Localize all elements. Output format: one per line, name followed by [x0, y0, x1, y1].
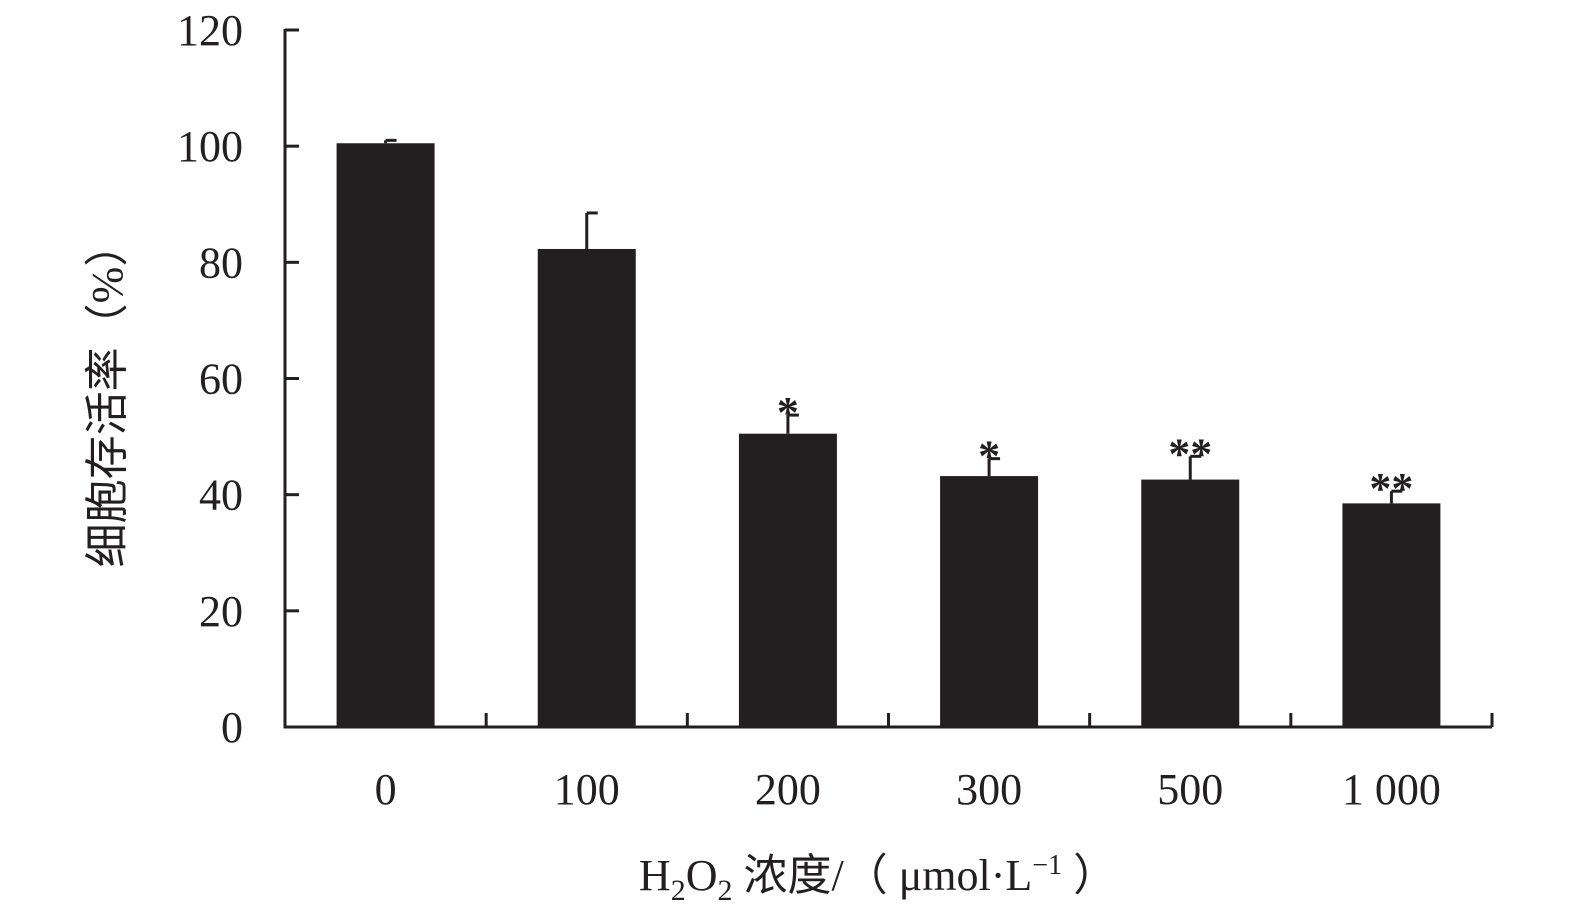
bar-1 — [537, 248, 636, 727]
y-axis-title-group: 细胞存活率（%） — [83, 223, 132, 568]
y-tick-label-4: 80 — [199, 238, 243, 287]
significance-mark-5: ** — [1369, 464, 1413, 513]
x-tick-label-5: 1 000 — [1342, 765, 1441, 814]
x-axis-title-rest: 浓度/（ μmol·L — [732, 851, 1032, 900]
x-tick-label-4: 500 — [1157, 765, 1223, 814]
x-axis-title-sub2: 2 — [717, 874, 732, 907]
bar-3 — [940, 476, 1039, 727]
bar-5 — [1342, 503, 1441, 727]
bar-0 — [336, 143, 435, 727]
y-tick-label-1: 20 — [199, 587, 243, 636]
plot-area: 0 100 * 200 * 300 ** 500 ** 1 000 0 20 40 60 80 100 120 — [177, 6, 1494, 814]
x-tick-label-0: 0 — [375, 765, 397, 814]
y-tick-label-0: 0 — [221, 703, 243, 752]
y-tick-label-3: 60 — [199, 355, 243, 404]
x-axis-title: H2O2 浓度/（ μmol·L−1 ） — [639, 850, 1117, 907]
bar-4 — [1141, 479, 1240, 727]
bar-2 — [738, 433, 837, 727]
x-axis-title-sup: −1 — [1032, 850, 1062, 881]
x-axis-title-o: O — [686, 851, 718, 900]
significance-mark-3: * — [978, 432, 1000, 481]
x-axis-title-sub1: 2 — [671, 874, 686, 907]
x-tick-label-2: 200 — [755, 765, 821, 814]
x-tick-label-3: 300 — [956, 765, 1022, 814]
x-axis-title-h: H — [639, 851, 671, 900]
significance-mark-2: * — [777, 388, 799, 437]
x-axis-title-close: ） — [1062, 851, 1117, 900]
x-tick-label-1: 100 — [554, 765, 620, 814]
y-tick-label-2: 40 — [199, 471, 243, 520]
y-tick-label-5: 100 — [177, 122, 243, 171]
significance-mark-4: ** — [1168, 429, 1212, 478]
y-tick-label-6: 120 — [177, 6, 243, 55]
y-axis-title: 细胞存活率（%） — [83, 223, 132, 568]
